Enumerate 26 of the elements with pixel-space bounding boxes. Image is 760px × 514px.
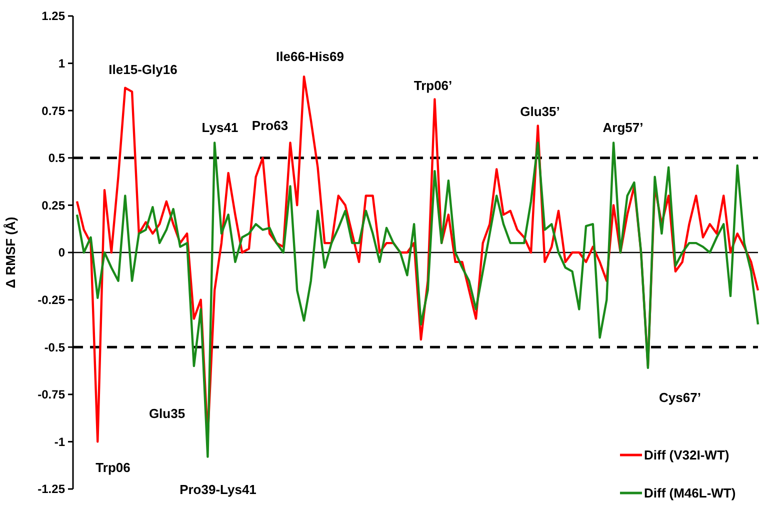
annotation: Pro63 [252,118,288,133]
annotation: Pro39-Lys41 [180,482,256,497]
annotation: Arg57’ [602,120,644,135]
legend-label: Diff (V32I-WT) [644,448,730,463]
y-tick-label: 0.5 [48,151,66,166]
y-tick-label: -1 [54,434,66,449]
annotation: Cys67’ [659,390,701,405]
annotation: Ile66-His69 [276,49,344,64]
annotation: Ile15-Gly16 [108,62,178,77]
y-tick-label: 0.75 [42,104,66,118]
y-tick-label: 1.25 [42,9,66,24]
y-tick-label: 0.25 [42,198,66,212]
annotation: Glu35 [148,406,186,421]
y-tick-label: -0.5 [44,340,66,354]
y-tick-label: 0 [58,246,66,260]
annotation: Trp06 [96,460,130,475]
y-tick-label: -1.25 [38,482,66,496]
line-series [76,75,760,443]
y-tick-label: -0.75 [38,388,66,402]
y-tick-label: -0.25 [38,293,66,307]
annotation: Trp06’ [414,78,452,93]
annotation: Lys41 [202,120,238,135]
annotation: Glu35’ [520,104,560,119]
legend-label: Diff (M46L-WT) [644,486,736,501]
y-tick-label: 1 [58,56,66,70]
y-axis-title: Δ RMSF (Å) [3,216,18,288]
